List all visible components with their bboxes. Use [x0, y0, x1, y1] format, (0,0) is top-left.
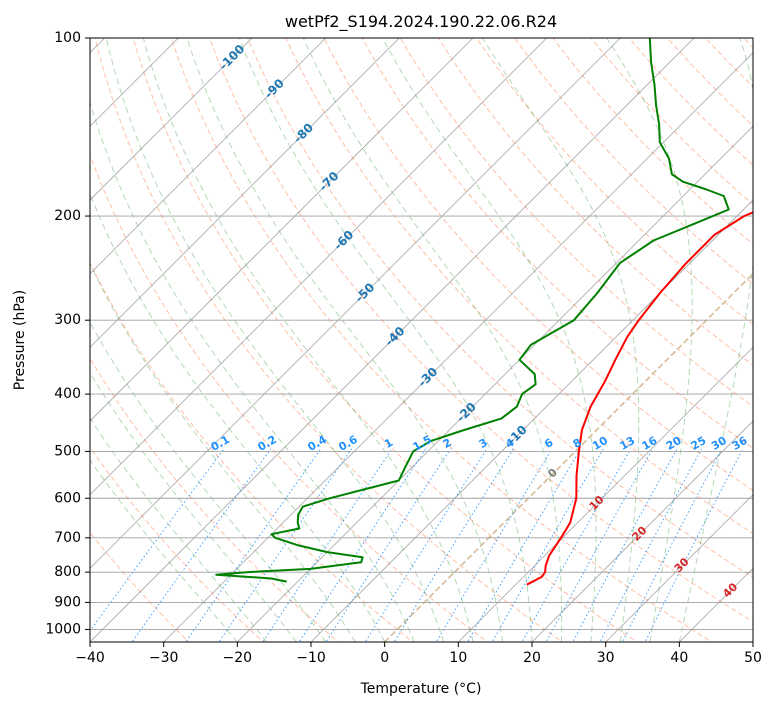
dry-adiabat: [280, 25, 775, 645]
dry-adiabat: [0, 25, 341, 645]
x-axis: −40 −30 −20 −10 0 10 20 30 40 50: [75, 642, 762, 666]
mixing-ratio-line: [325, 449, 451, 645]
x-tick-label: 0: [380, 650, 389, 666]
isotherm: [16, 38, 620, 642]
isotherm: [0, 38, 252, 642]
dry-adiabat: [54, 25, 491, 645]
y-tick-label: 100: [54, 30, 81, 46]
dry-adiabat: [581, 25, 775, 645]
y-tick-label: 1000: [45, 621, 81, 637]
isotherm-label: -80: [291, 120, 316, 145]
dry-adiabat: [694, 25, 775, 645]
mixing-ratio-label: 10: [590, 434, 610, 453]
isotherm: [0, 38, 399, 642]
moist-adiabat: [303, 38, 561, 642]
moist-adiabat: [0, 38, 296, 642]
mixing-ratio-label: 16: [640, 434, 660, 453]
isotherm: [679, 38, 775, 642]
x-tick-label: −30: [149, 650, 179, 666]
moist-adiabat: [0, 38, 326, 642]
mixing-ratio-line: [364, 449, 487, 645]
dry-adiabat: [130, 25, 641, 645]
y-tick-label: 900: [54, 594, 81, 610]
dry-adiabat: [393, 25, 775, 645]
mixing-ratio-line: [644, 449, 743, 645]
dewpoint-profile: [216, 38, 729, 582]
dry-adiabat: [506, 25, 775, 645]
mixing-ratio-label: 0.2: [256, 433, 279, 454]
x-tick-label: 20: [523, 650, 541, 666]
mixing-ratio-label: 0.1: [209, 433, 232, 454]
moist-adiabat: [0, 38, 237, 642]
x-tick-label: 10: [449, 650, 467, 666]
x-tick-label: 50: [744, 650, 762, 666]
isotherm-label: -60: [331, 228, 356, 253]
y-tick-label: 500: [54, 443, 81, 459]
dry-adiabat: [468, 25, 775, 645]
y-tick-label: 200: [54, 208, 81, 224]
mixing-ratio-line: [261, 449, 392, 645]
mixing-ratio-line: [621, 449, 722, 645]
isotherm: [532, 38, 775, 642]
y-tick-label: 600: [54, 490, 81, 506]
isotherm-label: -20: [454, 400, 479, 425]
isotherm: [0, 38, 326, 642]
y-axis-label: Pressure (hPa): [12, 290, 28, 390]
y-tick-label: 400: [54, 386, 81, 402]
isotherm: [0, 38, 547, 642]
y-tick-label: 300: [54, 312, 81, 328]
dry-adiabat: [769, 25, 775, 645]
mixing-ratio-label: 1: [382, 436, 395, 451]
isotherm: [753, 38, 775, 642]
dry-adiabat: [0, 25, 266, 645]
y-tick-label: 700: [54, 530, 81, 546]
x-tick-label: 30: [597, 650, 615, 666]
pressure-gridlines: [90, 38, 753, 629]
moist-adiabat: [187, 38, 503, 642]
dry-adiabat: [17, 25, 416, 645]
isotherm-label: -50: [352, 280, 377, 305]
x-tick-label: 40: [670, 650, 688, 666]
moist-adiabat: [383, 38, 596, 642]
isotherm-label: -70: [316, 169, 341, 194]
chart-title: wetPf2_S194.2024.190.22.06.R24: [285, 12, 557, 32]
dry-adiabat: [0, 25, 191, 645]
mixing-ratio-label: 0.4: [306, 433, 330, 454]
x-tick-label: −20: [223, 650, 253, 666]
x-tick-label: −10: [296, 650, 326, 666]
mixing-ratio-label: 0.6: [336, 433, 360, 454]
isotherm-label: -30: [415, 365, 440, 390]
dry-adiabat: [167, 25, 716, 645]
isotherm-label-lower: 10: [587, 493, 607, 513]
isotherm-label: -90: [262, 76, 287, 101]
y-tick-label: 800: [54, 564, 81, 580]
isotherm-label-lower: 40: [720, 580, 740, 600]
x-tick-label: −40: [75, 650, 105, 666]
dry-adiabat: [355, 25, 775, 645]
isotherm: [164, 38, 768, 642]
mixing-ratio-line: [572, 449, 677, 645]
x-axis-label: Temperature (°C): [360, 681, 482, 697]
moist-adiabat: [607, 38, 693, 642]
temperature-profile: [527, 38, 775, 585]
mixing-ratio-label: 36: [730, 434, 750, 453]
y-axis: 1000 900 800 700 600 500 400 300 200 100: [45, 30, 90, 637]
isotherm-label: -40: [382, 324, 407, 349]
dry-adiabat: [656, 25, 775, 645]
mixing-ratio-line: [599, 449, 702, 645]
mixing-ratio-label: 30: [709, 434, 729, 453]
dry-adiabat: [430, 25, 775, 645]
mixing-ratio-label: 6: [542, 436, 555, 451]
mixing-ratio-label: 25: [689, 434, 709, 453]
profiles: [216, 38, 775, 585]
mixing-ratio-line: [466, 449, 581, 645]
dry-adiabat: [205, 25, 775, 645]
